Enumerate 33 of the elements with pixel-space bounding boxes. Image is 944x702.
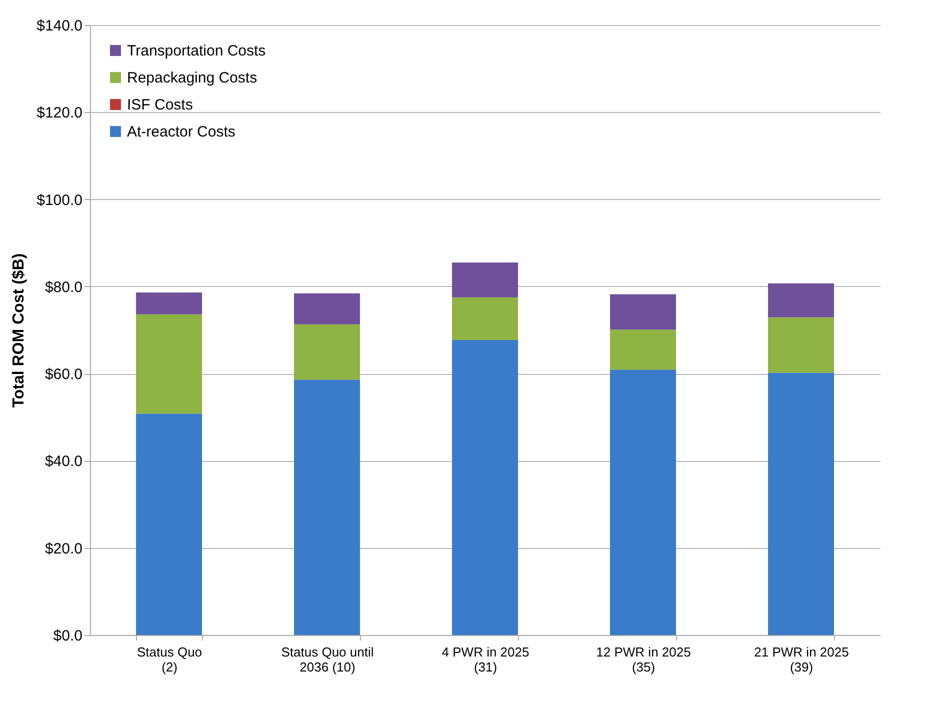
x-tick-label: 21 PWR in 2025 (39) — [754, 644, 849, 674]
y-tick-label: $80.0 — [44, 278, 82, 296]
legend-label: Transportation Costs — [127, 42, 266, 60]
y-tick-label: $100.0 — [36, 192, 82, 209]
y-tick-label: $120.0 — [36, 104, 82, 122]
bar — [452, 297, 518, 340]
bar — [610, 330, 676, 370]
legend-label: Repackaging Costs — [127, 70, 258, 86]
bar — [136, 314, 202, 414]
bar — [294, 380, 360, 635]
bar — [294, 293, 360, 324]
legend-label: ISF Costs — [127, 96, 193, 114]
bar — [610, 294, 676, 330]
x-tick-label: 12 PWR in 2025 (35) — [596, 644, 691, 674]
x-tick-label: Status Quo (2) — [136, 644, 202, 674]
bar — [768, 372, 834, 635]
y-axis-title: Total ROM Cost ($B) — [10, 253, 28, 408]
bar — [294, 324, 360, 380]
y-tick-label: $60.0 — [44, 366, 82, 384]
legend-label: At-reactor Costs — [127, 124, 236, 140]
y-tick-label: $0.0 — [53, 628, 82, 644]
x-tick-label: 4 PWR in 2025 (31) — [442, 644, 530, 674]
bar — [610, 370, 676, 635]
y-tick-label: $40.0 — [44, 453, 82, 470]
x-tick-label: Status Quo until 2036 (10) — [281, 644, 374, 674]
bar — [768, 283, 834, 318]
bar — [136, 292, 202, 314]
y-tick-label: $20.0 — [44, 540, 82, 558]
bar — [768, 317, 834, 373]
bar — [452, 262, 518, 298]
y-tick-label: $140.0 — [36, 18, 82, 34]
bar — [136, 414, 202, 635]
bar — [452, 340, 518, 635]
